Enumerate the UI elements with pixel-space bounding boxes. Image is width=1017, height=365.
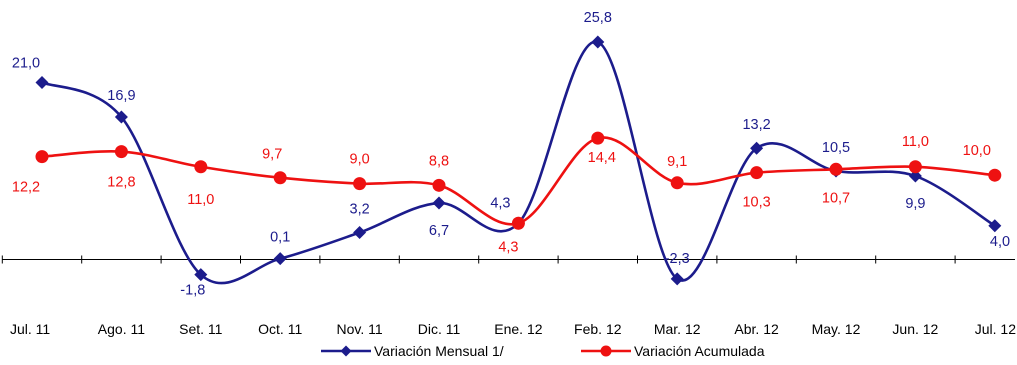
data-label: 21,0 [12, 55, 40, 71]
data-point-diamond [591, 35, 605, 49]
data-point-circle [511, 216, 525, 230]
data-label: 14,4 [588, 150, 616, 166]
data-label: 11,0 [902, 134, 929, 150]
data-point-diamond [750, 141, 764, 155]
data-point-circle [670, 176, 684, 190]
legend-marker-diamond [340, 345, 352, 357]
data-label: 10,0 [963, 143, 991, 159]
x-tick-label: Oct. 11 [258, 321, 302, 337]
data-label: 8,8 [429, 153, 449, 169]
data-label: 25,8 [584, 10, 612, 26]
data-point-circle [194, 160, 208, 174]
data-label: 4,3 [490, 195, 510, 211]
legend: Variación Mensual 1/Variación Acumulada [321, 343, 765, 359]
data-point-circle [432, 178, 446, 192]
x-tick-label: Dic. 11 [418, 321, 461, 337]
data-label: 10,3 [742, 195, 770, 211]
data-label: 9,1 [667, 154, 687, 170]
data-point-diamond [670, 272, 684, 286]
series-layer [35, 35, 1002, 286]
data-point-circle [273, 171, 287, 185]
x-tick-label: Ene. 12 [494, 321, 542, 337]
data-label: 10,7 [822, 190, 850, 206]
data-label: -1,8 [180, 283, 205, 299]
data-point-circle [908, 160, 922, 174]
data-label: 13,2 [742, 117, 770, 133]
x-tick-label: Jul. 12 [975, 321, 1016, 337]
x-tick-label: Jul. 11 [10, 321, 50, 337]
series-line [41, 136, 995, 226]
x-axis: Jul. 11 Ago. 11 Set. 11 Oct. 11 Nov. 11 Dic. … [1, 255, 1016, 337]
data-label: 10,5 [822, 140, 850, 156]
data-label: 12,8 [107, 175, 135, 191]
data-point-diamond [273, 252, 287, 266]
data-labels: 21,0 16,9 -1,8 0,1 3,2 6,7 4,3 25,8 -2,3 13,2 10,5… [12, 10, 1010, 299]
data-point-diamond [908, 169, 922, 183]
data-label: 0,1 [270, 230, 290, 246]
x-tick-label: Jun. 12 [892, 321, 938, 337]
x-tick-label: May. 12 [812, 321, 861, 337]
data-label: 16,9 [107, 88, 135, 104]
data-point-diamond [353, 226, 367, 240]
data-label: -2,3 [665, 251, 690, 267]
legend-label: Variación Acumulada [634, 343, 765, 359]
data-point-circle [353, 177, 367, 191]
x-tick-label: Ago. 11 [98, 321, 145, 337]
data-point-diamond [988, 219, 1002, 233]
data-label: 12,2 [12, 180, 40, 196]
data-label: 9,9 [905, 196, 925, 212]
data-point-diamond [194, 268, 208, 282]
data-point-circle [35, 150, 49, 164]
data-point-diamond [114, 110, 128, 124]
legend-marker-circle [600, 345, 612, 357]
data-label: 4,0 [990, 234, 1010, 250]
x-tick-label: Set. 11 [179, 321, 223, 337]
data-label: 4,3 [498, 239, 518, 255]
data-label: 11,0 [187, 192, 214, 208]
legend-label: Variación Mensual 1/ [374, 343, 504, 359]
data-point-diamond [35, 75, 49, 89]
data-point-circle [591, 131, 605, 145]
data-label: 9,7 [262, 147, 282, 163]
x-tick-label: Nov. 11 [337, 321, 383, 337]
x-tick-label: Abr. 12 [734, 321, 779, 337]
data-point-circle [114, 145, 128, 159]
x-tick-label: Mar. 12 [654, 321, 701, 337]
data-point-circle [829, 162, 843, 176]
data-point-circle [988, 168, 1002, 182]
data-point-circle [750, 166, 764, 180]
data-point-diamond [432, 196, 446, 210]
data-label: 6,7 [429, 223, 449, 239]
data-label: 3,2 [350, 202, 370, 218]
data-label: 9,0 [350, 152, 370, 168]
x-tick-label: Feb. 12 [574, 321, 622, 337]
